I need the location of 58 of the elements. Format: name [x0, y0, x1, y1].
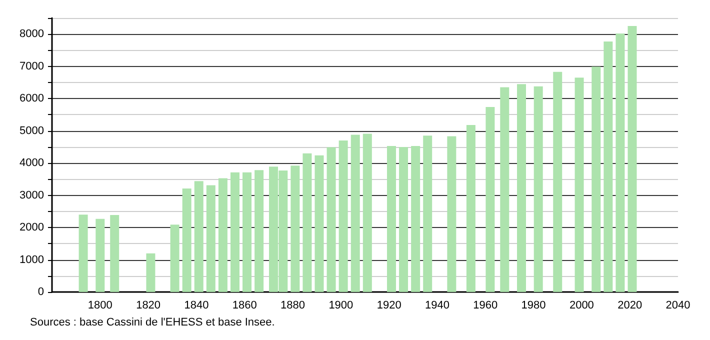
bar [399, 146, 408, 292]
bar [242, 172, 252, 292]
source-note: Sources : base Cassini de l'EHESS et base Insee. [30, 316, 275, 328]
x-tick-label: 2000 [569, 300, 594, 312]
x-tick-label: 1940 [424, 300, 450, 312]
x-tick-label: 1860 [232, 300, 257, 312]
bar [110, 214, 120, 292]
bar [500, 87, 510, 292]
x-tick-label: 1900 [328, 300, 354, 312]
x-tick-label: 1960 [473, 300, 498, 312]
x-tick-label: 2040 [666, 300, 690, 312]
y-tick-label: 6000 [20, 92, 44, 105]
bar [466, 125, 476, 292]
bar [146, 253, 156, 292]
bar [96, 218, 105, 292]
bar [314, 155, 324, 292]
x-tick-label: 1800 [88, 300, 112, 312]
bar [616, 33, 625, 292]
bar [517, 84, 526, 292]
bar [534, 86, 543, 292]
bar [290, 166, 300, 292]
bar [447, 136, 456, 292]
bar [206, 185, 216, 292]
bar [218, 178, 228, 292]
bar [386, 146, 396, 292]
y-tick-label: 5000 [20, 124, 44, 137]
bar [592, 66, 601, 292]
bar [423, 136, 432, 292]
bar [326, 147, 336, 292]
bar [411, 146, 420, 292]
bar [553, 72, 562, 292]
bar [182, 188, 192, 292]
y-tick-label: 1000 [20, 254, 44, 266]
y-tick-label: 7000 [20, 60, 44, 72]
bar [254, 170, 264, 292]
bar [230, 172, 240, 292]
y-tick-label: 8000 [20, 28, 44, 40]
bar [170, 224, 180, 292]
bar [338, 140, 348, 292]
bar [486, 106, 495, 292]
x-tick-label: 1840 [184, 300, 209, 312]
bar [194, 181, 204, 292]
bar [302, 153, 312, 292]
bar [350, 134, 360, 292]
bar [574, 78, 584, 292]
x-tick-label: 1820 [136, 300, 161, 312]
x-tick-label: 2020 [618, 300, 642, 312]
x-tick-label: 1880 [280, 300, 306, 312]
bar [628, 26, 637, 292]
y-tick-label: 2000 [20, 222, 44, 234]
y-tick-label: 4000 [20, 157, 44, 170]
x-tick-label: 1920 [376, 300, 402, 312]
bar [78, 214, 88, 292]
y-tick-label: 3000 [20, 189, 44, 202]
bar [362, 134, 372, 292]
x-tick-label: 1980 [521, 300, 546, 312]
y-tick-label: 0 [38, 286, 44, 298]
bar [604, 42, 613, 292]
